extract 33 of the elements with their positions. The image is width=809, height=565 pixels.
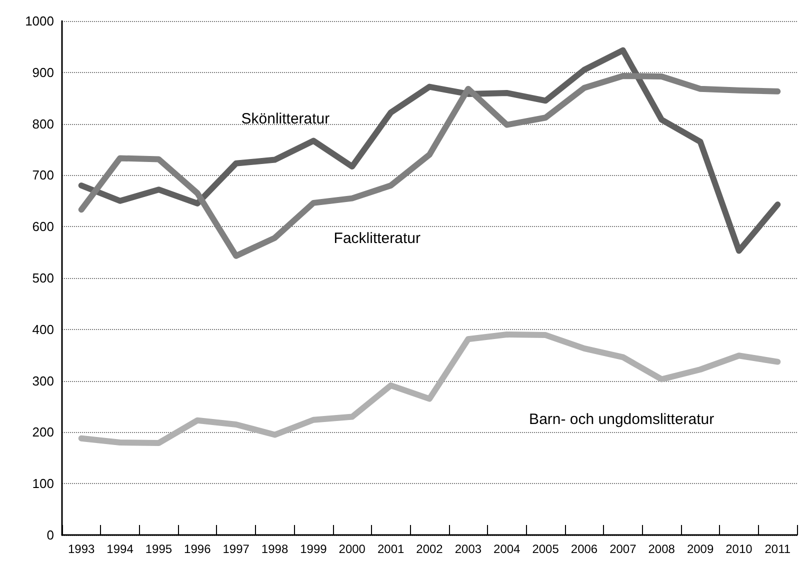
x-tick-label: 1998 xyxy=(261,542,288,556)
x-tick-label: 1994 xyxy=(106,542,134,556)
y-tick-label: 0 xyxy=(46,528,54,542)
y-tick-label: 500 xyxy=(32,270,54,286)
x-tick-label: 1993 xyxy=(68,542,96,556)
y-tick-label: 200 xyxy=(32,424,54,440)
x-tick-label: 1999 xyxy=(300,542,328,556)
y-tick-label: 1000 xyxy=(25,14,54,28)
y-tick-label: 900 xyxy=(32,64,54,80)
x-tick-label: 2007 xyxy=(610,542,637,556)
y-tick-label: 300 xyxy=(32,373,54,388)
y-tick-label: 400 xyxy=(32,322,54,337)
y-tick-label: 100 xyxy=(32,476,54,492)
x-tick-label: 2011 xyxy=(764,542,791,556)
x-tick-label: 1996 xyxy=(184,542,212,556)
x-tick-label: 2001 xyxy=(377,542,404,556)
x-tick-label: 2009 xyxy=(686,542,714,556)
x-tick-label: 1995 xyxy=(145,542,172,556)
series-label: Skönlitteratur xyxy=(241,110,330,128)
x-tick-label: 2010 xyxy=(726,542,753,556)
x-tick-label: 2003 xyxy=(454,542,482,556)
x-tick-label: 1997 xyxy=(222,542,250,556)
x-tick-label: 2005 xyxy=(532,542,560,556)
series-label: Facklitteratur xyxy=(334,230,420,247)
y-tick-label: 700 xyxy=(32,168,54,183)
x-tick-label: 2004 xyxy=(494,542,521,556)
x-tick-label: 2002 xyxy=(416,542,444,556)
x-tick-label: 2008 xyxy=(648,542,676,556)
y-tick-label: 600 xyxy=(32,219,54,234)
x-tick-label: 2006 xyxy=(570,542,598,556)
text: Barn- och ungdomslitteratur xyxy=(529,410,714,428)
y-tick-label: 800 xyxy=(32,116,54,132)
x-tick-label: 2000 xyxy=(338,542,366,556)
